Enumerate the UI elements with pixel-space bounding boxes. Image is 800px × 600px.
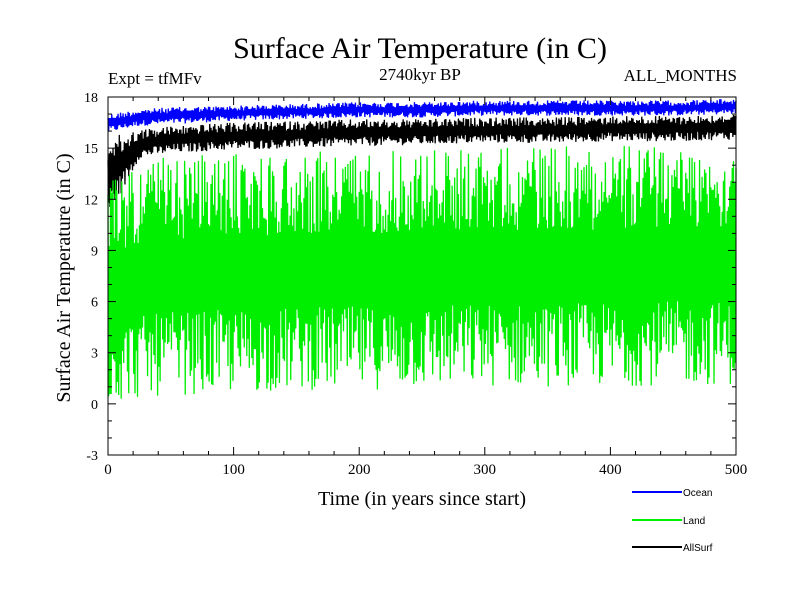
chart-title: Surface Air Temperature (in C) — [233, 32, 607, 65]
y-tick-label: 6 — [91, 296, 98, 311]
subtitle-center: 2740kyr BP — [379, 65, 461, 84]
legend-label-allsurf: AllSurf — [683, 543, 713, 554]
series-line-ocean — [107, 99, 737, 131]
series-line-land — [107, 145, 737, 399]
subtitle-right: ALL_MONTHS — [624, 66, 737, 85]
plot-area — [107, 99, 737, 399]
axes: 0 100 200 300 400 500 -3 0 3 6 9 12 15 18 — [84, 91, 747, 478]
x-tick-label: 0 — [104, 462, 112, 478]
y-tick-label: 3 — [91, 347, 98, 362]
y-tick-label: 9 — [91, 244, 98, 259]
y-axis-label: Surface Air Temperature (in C) — [53, 153, 75, 402]
y-tick-label: 15 — [84, 142, 98, 157]
plot-frame — [107, 96, 737, 456]
x-tick-label: 400 — [599, 462, 622, 478]
series-line-allsurf — [107, 114, 737, 208]
legend: Ocean Land AllSurf — [632, 488, 713, 554]
legend-label-ocean: Ocean — [683, 488, 712, 499]
subtitle-left: Expt = tfMFv — [108, 69, 202, 88]
y-tick-label: -3 — [86, 449, 98, 464]
y-tick-label: 18 — [84, 91, 98, 106]
x-tick-label: 500 — [725, 462, 748, 478]
x-axis-label: Time (in years since start) — [318, 488, 526, 510]
y-tick-label: 0 — [91, 398, 98, 413]
y-tick-label: 12 — [84, 193, 98, 208]
x-tick-label: 100 — [222, 462, 245, 478]
legend-label-land: Land — [683, 516, 705, 527]
x-tick-label: 300 — [474, 462, 497, 478]
x-tick-label: 200 — [348, 462, 371, 478]
